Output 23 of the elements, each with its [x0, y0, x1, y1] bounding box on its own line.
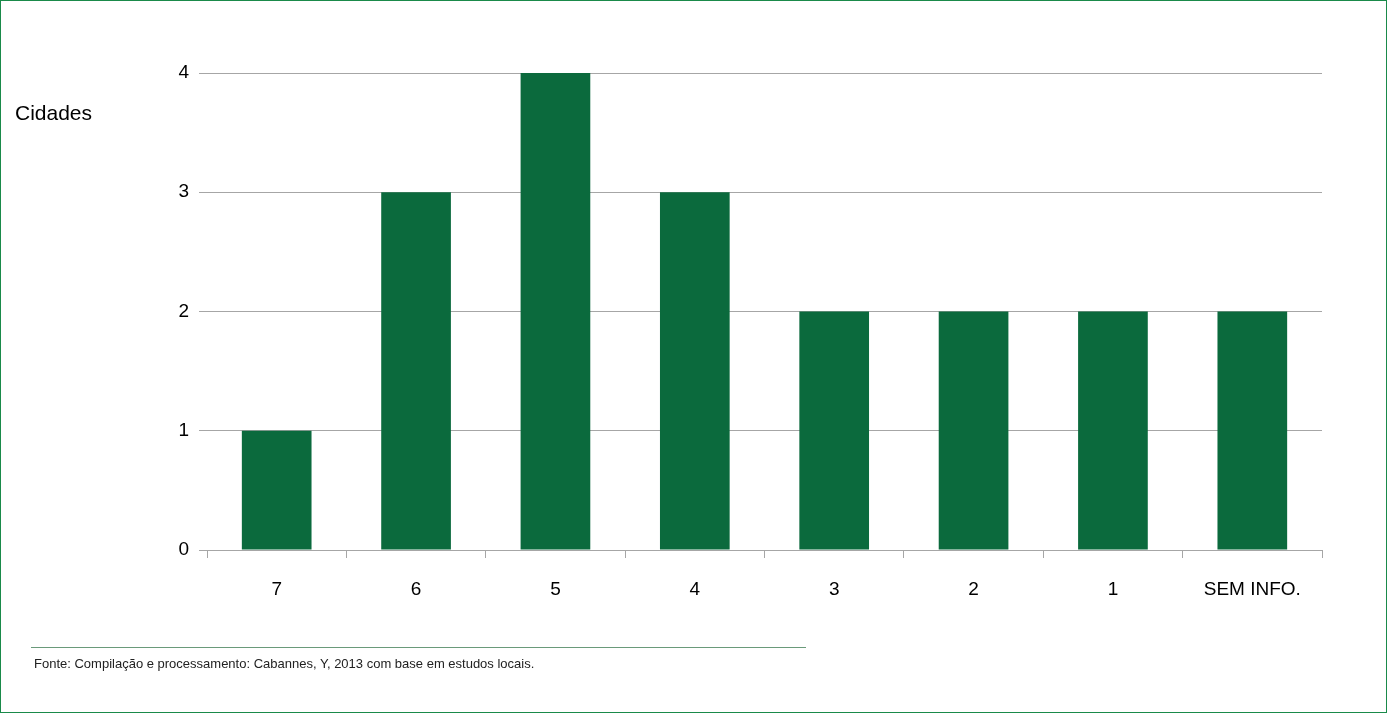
x-tick-label: 6	[410, 577, 422, 599]
source-note: Fonte: Compilação e processamento: Cabannes, Y, 2013 com base em estudos locais.	[34, 656, 535, 671]
bar	[1217, 311, 1288, 550]
x-tick-label: 4	[689, 577, 701, 599]
y-tick-label: 0	[178, 538, 189, 560]
bar	[1078, 311, 1148, 550]
y-tick-label: 2	[178, 299, 189, 321]
x-tick-label: 3	[828, 577, 840, 599]
bar	[520, 73, 591, 550]
y-tick-label: 3	[178, 180, 189, 202]
y-tick-label: 1	[178, 418, 189, 440]
bar	[241, 430, 312, 550]
y-tick-label: 4	[178, 61, 190, 83]
bar	[659, 192, 730, 550]
bar	[799, 311, 870, 550]
x-tick-label: 1	[1107, 577, 1119, 599]
y-axis-title: Cidades	[15, 101, 93, 125]
x-tick-label: 5	[550, 577, 561, 599]
x-tick-label: 2	[968, 577, 979, 599]
x-tick-label: SEM INFO.	[1203, 577, 1301, 599]
bar	[381, 192, 451, 550]
bar	[938, 311, 1009, 550]
x-tick-label: 7	[271, 577, 282, 599]
